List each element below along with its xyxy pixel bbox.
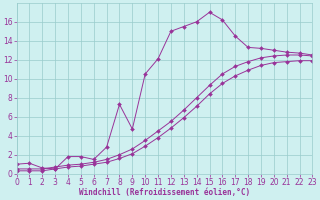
X-axis label: Windchill (Refroidissement éolien,°C): Windchill (Refroidissement éolien,°C) xyxy=(79,188,250,197)
